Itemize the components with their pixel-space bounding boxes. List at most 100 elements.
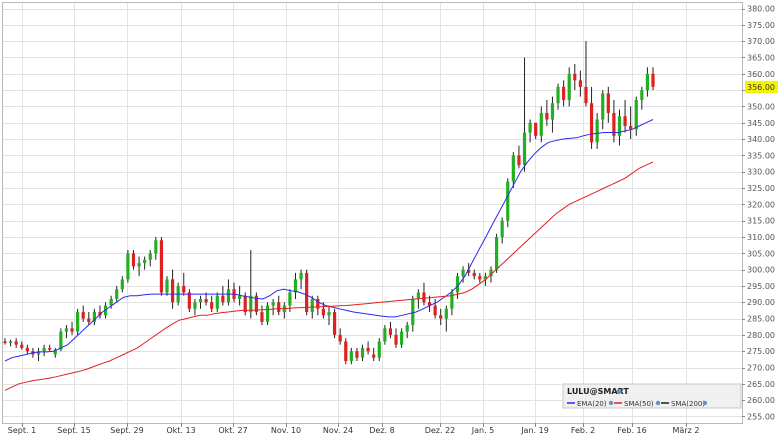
candle-up: [120, 279, 124, 290]
candle-down: [612, 112, 616, 136]
candle-down: [3, 341, 7, 344]
candle-down: [277, 302, 281, 313]
candle-down: [182, 285, 186, 293]
candle-down: [221, 295, 225, 303]
candle-up: [601, 93, 605, 120]
y-tick-label: 270.00: [747, 364, 775, 373]
candle-up: [556, 86, 560, 104]
candle-down: [562, 86, 566, 100]
candle-down: [316, 298, 320, 309]
candle-down: [427, 302, 432, 306]
legend-symbol-settings-icon[interactable]: [616, 389, 622, 394]
y-tick-label: 365.00: [747, 53, 775, 62]
candle-up: [461, 269, 465, 277]
candle-up: [59, 331, 63, 350]
candle-down: [394, 334, 398, 345]
candle-down: [321, 308, 326, 316]
candle-up: [489, 269, 493, 277]
candle-down: [534, 122, 538, 136]
x-tick-label: Nov. 24: [323, 426, 353, 435]
candle-down: [584, 86, 588, 104]
candle-down: [25, 347, 29, 352]
y-tick-label: 350.00: [747, 102, 775, 111]
y-tick-label: 300.00: [747, 266, 775, 275]
candle-down: [204, 298, 208, 303]
candle-down: [573, 73, 577, 81]
candle-down: [366, 347, 370, 352]
candle-up: [383, 328, 387, 342]
y-tick-label: 325.00: [747, 184, 775, 193]
candle-down: [131, 253, 136, 267]
candle-up: [64, 328, 69, 332]
candle-up: [444, 308, 448, 319]
candle-down: [254, 295, 258, 313]
candle-down: [545, 112, 549, 120]
y-tick-label: 260.00: [747, 396, 775, 405]
y-tick-label: 375.00: [747, 21, 775, 30]
candle-up: [238, 295, 242, 299]
candle-up: [416, 292, 420, 299]
candle-up: [288, 292, 292, 306]
candle-down: [517, 155, 521, 166]
candle-up: [522, 132, 527, 166]
y-tick-label: 255.00: [747, 412, 775, 421]
candle-down: [372, 354, 376, 358]
candle-up: [198, 298, 203, 303]
candle-up: [450, 292, 454, 309]
y-tick-label: 275.00: [747, 347, 775, 356]
candle-down: [355, 351, 359, 358]
candle-up: [148, 253, 152, 260]
candle-up: [640, 90, 644, 100]
current-price-box: [745, 80, 778, 93]
x-tick-label: Feb. 2: [571, 426, 595, 435]
x-tick-label: Dez. 8: [369, 426, 394, 435]
candle-down: [606, 93, 610, 113]
candle-up: [8, 341, 13, 344]
x-tick-label: Okt. 13: [166, 426, 195, 435]
candle-up: [483, 276, 488, 280]
candle-up: [511, 155, 515, 182]
candle-up: [299, 272, 303, 280]
candle-down: [589, 103, 594, 143]
candle-up: [327, 312, 331, 316]
x-tick-label: Okt. 27: [218, 426, 247, 435]
legend-settings-icon[interactable]: [702, 400, 708, 406]
x-tick-label: Jan. 5: [471, 426, 495, 435]
candle-down: [478, 276, 482, 280]
candle-down: [81, 312, 85, 319]
x-tick-label: Sept. 15: [57, 426, 90, 435]
x-tick-label: Sept. 1: [8, 426, 36, 435]
candle-up: [377, 341, 381, 358]
y-tick-label: 265.00: [747, 380, 775, 389]
y-tick-label: 295.00: [747, 282, 775, 291]
y-tick-label: 320.00: [747, 200, 775, 209]
legend-label: EMA(20): [577, 400, 607, 408]
y-tick-label: 280.00: [747, 331, 775, 340]
candle-up: [550, 103, 555, 120]
candle-up: [109, 298, 113, 306]
candle-up: [506, 181, 510, 221]
y-tick-label: 335.00: [747, 151, 775, 160]
y-tick-label: 310.00: [747, 233, 775, 242]
legend-label: SMA(50): [624, 400, 654, 408]
candle-down: [187, 292, 191, 309]
legend-settings-icon[interactable]: [608, 400, 614, 406]
candle-up: [143, 259, 147, 264]
candle-down: [344, 341, 348, 361]
candle-down: [338, 334, 342, 342]
candle-down: [305, 272, 309, 313]
candle-up: [193, 302, 197, 309]
candle-up: [137, 263, 141, 267]
candle-up: [645, 73, 650, 91]
candle-up: [53, 349, 57, 355]
candle-down: [260, 312, 264, 322]
legend-settings-icon[interactable]: [655, 400, 661, 406]
candle-up: [405, 325, 409, 332]
candle-down: [170, 279, 175, 303]
x-tick-label: Feb. 16: [617, 426, 646, 435]
candle-up: [165, 279, 169, 293]
y-tick-label: 380.00: [747, 5, 775, 14]
